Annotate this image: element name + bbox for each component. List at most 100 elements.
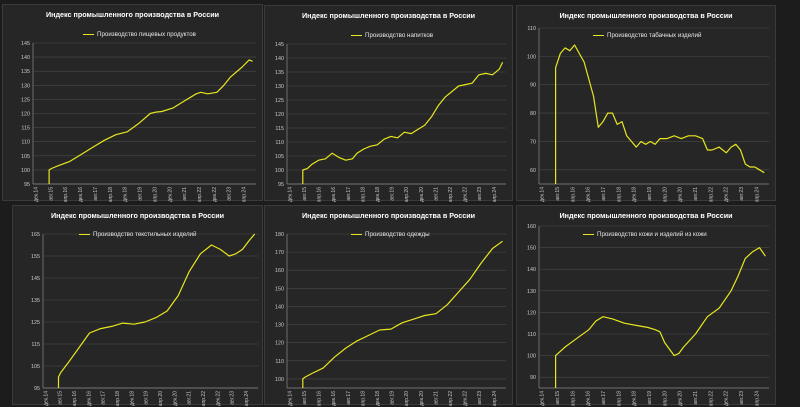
x-tick-label: дек.18 (632, 391, 638, 406)
chart-panel-beverages: 95 100 105 110 115 120 125 130 135 140 145 дек.14 ав… (264, 5, 513, 202)
x-tick-label: авг.17 (101, 391, 107, 405)
chart-plot: 95 105 115 125 135 145 155 165 дек.14 авг.15 апр.1… (31, 232, 258, 406)
x-tick-label: апр.24 (754, 187, 760, 202)
y-tick-label: 110 (275, 140, 284, 146)
x-tick-label: апр.18 (616, 187, 622, 202)
y-tick-label: 130 (527, 289, 536, 295)
x-tick-label: апр.16 (72, 391, 78, 406)
y-tick-label: 100 (275, 377, 284, 383)
x-tick-label: авг.23 (477, 391, 483, 405)
x-tick-label: авг.23 (230, 391, 236, 405)
y-tick-label: 115 (31, 342, 40, 348)
series-line (554, 246, 766, 388)
x-tick-label: дек.16 (331, 391, 337, 406)
y-tick-label: 130 (21, 83, 30, 89)
y-tick-label: 180 (275, 232, 284, 238)
y-tick-label: 135 (21, 69, 30, 75)
chart-panel-clothing: 100 110 120 130 140 150 160 170 180 дек.14 авг.15 а… (264, 205, 513, 406)
series-line (302, 61, 504, 184)
y-tick-label: 135 (31, 298, 40, 304)
legend-label: Производство табачных изделий (607, 32, 702, 39)
y-tick-label: 160 (527, 224, 536, 230)
x-tick-label: дек.16 (586, 391, 592, 406)
x-tick-label: апр.22 (448, 391, 454, 406)
y-tick-label: 115 (275, 126, 284, 132)
y-tick-label: 105 (31, 364, 40, 370)
x-tick-label: апр.24 (492, 187, 498, 202)
y-tick-label: 125 (275, 98, 284, 104)
x-tick-label: дек.16 (86, 391, 92, 406)
x-tick-label: апр.18 (108, 187, 114, 202)
x-tick-label: дек.14 (540, 391, 546, 406)
x-tick-label: дек.16 (331, 187, 337, 202)
x-tick-label: авг.17 (346, 391, 352, 405)
chart-title: Индекс промышленного производства в Росс… (559, 11, 733, 20)
x-tick-label: дек.14 (540, 187, 546, 202)
x-tick-label: апр.20 (158, 391, 164, 406)
x-tick-label: авг.21 (182, 187, 188, 201)
y-tick-label: 170 (275, 250, 284, 256)
chart-legend: Производство напитков (351, 32, 433, 39)
x-tick-label: авг.19 (647, 187, 653, 201)
y-tick-label: 165 (31, 232, 40, 238)
x-tick-label: дек.18 (375, 391, 381, 406)
x-tick-label: апр.22 (708, 187, 714, 202)
y-tick-label: 100 (527, 354, 536, 360)
x-tick-label: авг.23 (739, 391, 745, 405)
x-tick-label: апр.16 (570, 187, 576, 202)
legend-swatch (593, 34, 604, 37)
x-tick-label: апр.22 (201, 391, 207, 406)
x-tick-label: дек.18 (129, 391, 135, 406)
x-tick-label: дек.22 (463, 187, 469, 202)
x-tick-label: дек.22 (212, 187, 218, 202)
x-tick-label: авг.19 (144, 391, 150, 405)
y-tick-label: 100 (21, 168, 30, 174)
legend-swatch (83, 33, 94, 36)
x-tick-label: авг.21 (693, 391, 699, 405)
x-tick-label: апр.18 (360, 391, 366, 406)
x-tick-label: авг.21 (433, 187, 439, 201)
x-tick-label: авг.17 (93, 187, 99, 201)
x-tick-label: дек.16 (78, 187, 84, 202)
y-tick-label: 140 (527, 267, 536, 273)
x-tick-label: апр.24 (492, 391, 498, 406)
y-tick-label: 140 (275, 56, 284, 62)
x-tick-label: авг.15 (302, 391, 308, 405)
x-tick-label: авг.23 (477, 187, 483, 201)
x-tick-label: авг.23 (739, 187, 745, 201)
legend-label: Производство текстильных изделий (93, 231, 197, 238)
x-tick-label: дек.16 (586, 187, 592, 202)
y-tick-label: 130 (275, 323, 284, 329)
y-tick-label: 145 (31, 276, 40, 282)
series-line (57, 233, 256, 388)
x-tick-label: дек.18 (375, 187, 381, 202)
chart-legend: Производство кожи и изделий из кожи (583, 231, 707, 238)
x-tick-label: дек.14 (287, 391, 293, 406)
legend-label: Производство кожи и изделий из кожи (597, 231, 707, 238)
y-tick-label: 120 (527, 310, 536, 316)
x-tick-label: апр.18 (616, 391, 622, 406)
x-tick-label: дек.20 (419, 391, 425, 406)
chart-plot: 100 110 120 130 140 150 160 170 180 дек.14 авг.15 а… (275, 232, 506, 406)
chart-legend: Производство табачных изделий (593, 32, 701, 39)
y-tick-label: 70 (530, 139, 536, 145)
y-tick-label: 95 (278, 182, 284, 188)
x-tick-label: авг.17 (346, 187, 352, 201)
x-tick-label: авг.19 (390, 391, 396, 405)
x-tick-label: дек.20 (167, 187, 173, 202)
series-line (554, 44, 765, 184)
x-tick-label: дек.22 (724, 391, 730, 406)
chart-legend: Производство текстильных изделий (79, 231, 196, 238)
x-tick-label: дек.20 (678, 187, 684, 202)
x-tick-label: авг.23 (227, 187, 233, 201)
y-tick-label: 125 (31, 320, 40, 326)
x-tick-label: апр.24 (754, 391, 760, 406)
y-tick-label: 90 (530, 83, 536, 89)
x-tick-label: апр.20 (152, 187, 158, 202)
chart-panel-tobacco: 60 70 80 90 100 110 дек.14 авг.15 апр.16 дек.16 ав… (516, 5, 776, 202)
x-tick-label: дек.14 (43, 391, 49, 406)
x-tick-label: авг.15 (48, 187, 54, 201)
legend-swatch (351, 233, 362, 236)
y-tick-label: 145 (275, 42, 284, 48)
x-tick-label: авг.19 (138, 187, 144, 201)
